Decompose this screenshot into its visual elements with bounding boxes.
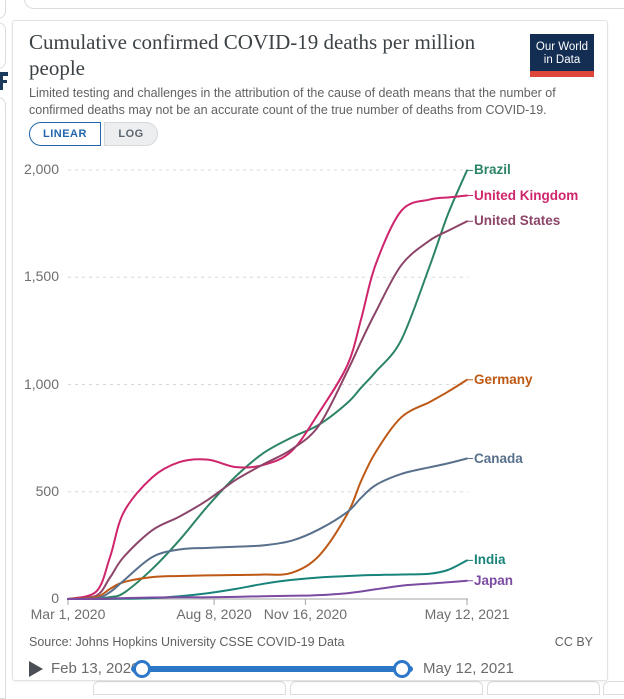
timeline-end-label: May 12, 2021 bbox=[423, 660, 514, 677]
line-chart bbox=[67, 169, 473, 605]
series-label-india[interactable]: India bbox=[474, 552, 506, 568]
owid-logo-accent-bar bbox=[530, 71, 594, 77]
series-label-united-kingdom[interactable]: United Kingdom bbox=[474, 187, 579, 203]
left-card-fragment-bottom bbox=[0, 97, 6, 699]
series-label-germany[interactable]: Germany bbox=[474, 371, 533, 387]
series-line-canada[interactable] bbox=[67, 457, 468, 600]
card-below-fragment bbox=[290, 681, 483, 695]
timeline-start-label: Feb 13, 2020 bbox=[51, 660, 140, 677]
x-axis-label: Aug 8, 2020 bbox=[176, 606, 252, 622]
timeline-handle-start[interactable] bbox=[133, 660, 151, 678]
series-line-germany[interactable] bbox=[67, 378, 468, 600]
y-axis-label: 1,500 bbox=[23, 268, 59, 285]
chart-subtitle: Limited testing and challenges in the at… bbox=[29, 86, 556, 117]
source-text: Source: Johns Hopkins University CSSE CO… bbox=[29, 635, 345, 649]
series-line-united-states[interactable] bbox=[67, 220, 468, 600]
y-axis-label: 500 bbox=[35, 482, 59, 499]
timeline-track[interactable] bbox=[131, 660, 413, 678]
owid-logo-line2: in Data bbox=[543, 54, 581, 66]
y-axis-label: 0 bbox=[51, 590, 59, 606]
x-axis-label: Nov 16, 2020 bbox=[263, 606, 348, 622]
series-label-brazil[interactable]: Brazil bbox=[474, 162, 511, 178]
series-line-brazil[interactable] bbox=[67, 169, 468, 600]
card-below-fragment bbox=[487, 681, 600, 695]
card-below-fragment bbox=[93, 681, 286, 695]
left-card-fragment-mid bbox=[0, 22, 6, 69]
scale-toggle: LINEAR LOG bbox=[29, 122, 158, 146]
chart-title: Cumulative confirmed COVID-19 deaths per… bbox=[29, 30, 476, 80]
series-label-united-states[interactable]: United States bbox=[474, 213, 561, 229]
card-below-fragment bbox=[603, 681, 624, 695]
log-toggle-button[interactable]: LOG bbox=[104, 122, 158, 146]
cc-by-license-link[interactable]: CC BY bbox=[554, 635, 593, 649]
timeline-handle-end[interactable] bbox=[393, 660, 411, 678]
y-axis-label: 2,000 bbox=[23, 161, 59, 177]
series-label-canada[interactable]: Canada bbox=[474, 450, 523, 466]
y-axis-label: 1,000 bbox=[23, 375, 59, 392]
linear-toggle-button[interactable]: LINEAR bbox=[29, 122, 101, 146]
series-line-japan[interactable] bbox=[67, 579, 468, 600]
series-line-india[interactable] bbox=[67, 559, 468, 600]
series-line-united-kingdom[interactable] bbox=[67, 194, 468, 600]
source-row: Source: Johns Hopkins University CSSE CO… bbox=[29, 635, 593, 649]
x-axis-label: May 12, 2021 bbox=[424, 606, 510, 622]
play-button[interactable] bbox=[29, 661, 43, 677]
chart-card: Cumulative confirmed COVID-19 deaths per… bbox=[12, 20, 608, 681]
x-axis-label: Mar 1, 2020 bbox=[30, 606, 106, 622]
owid-logo[interactable]: Our World in Data bbox=[530, 34, 594, 77]
card-above-fragment bbox=[24, 0, 624, 9]
left-card-fragment-top bbox=[0, 0, 6, 19]
owid-logo-line1: Our World bbox=[535, 41, 589, 53]
series-label-japan[interactable]: Japan bbox=[474, 572, 514, 588]
